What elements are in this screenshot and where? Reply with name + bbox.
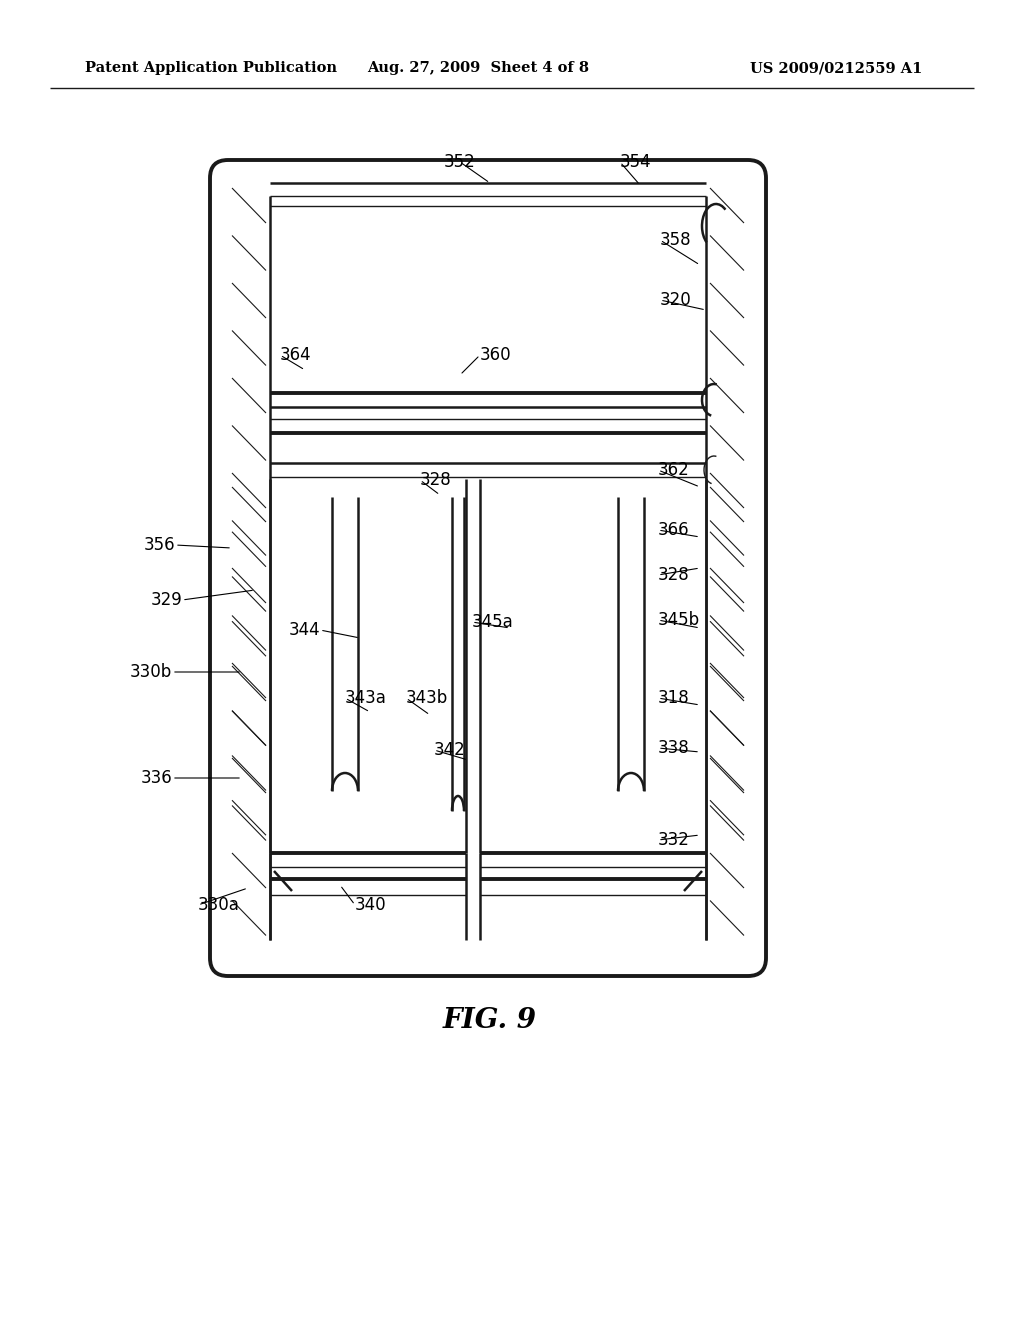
Text: 342: 342	[434, 741, 466, 759]
Text: US 2009/0212559 A1: US 2009/0212559 A1	[750, 61, 923, 75]
Text: 320: 320	[660, 290, 692, 309]
Text: 344: 344	[289, 620, 319, 639]
Text: 328: 328	[658, 566, 690, 583]
Text: 354: 354	[620, 153, 651, 172]
Text: 328: 328	[420, 471, 452, 488]
Text: 345b: 345b	[658, 611, 700, 630]
Text: 329: 329	[151, 591, 182, 609]
Text: Aug. 27, 2009  Sheet 4 of 8: Aug. 27, 2009 Sheet 4 of 8	[367, 61, 589, 75]
Text: 364: 364	[280, 346, 311, 364]
Text: 332: 332	[658, 832, 690, 849]
Text: 318: 318	[658, 689, 690, 708]
Text: 330b: 330b	[130, 663, 172, 681]
Text: 362: 362	[658, 461, 690, 479]
Text: 360: 360	[480, 346, 512, 364]
Text: Patent Application Publication: Patent Application Publication	[85, 61, 337, 75]
Text: 338: 338	[658, 739, 690, 756]
Text: 330a: 330a	[198, 896, 240, 913]
Text: 345a: 345a	[472, 612, 514, 631]
Text: 343a: 343a	[345, 689, 387, 708]
Text: FIG. 9: FIG. 9	[443, 1006, 537, 1034]
Text: 343b: 343b	[406, 689, 449, 708]
Text: 358: 358	[660, 231, 691, 249]
Text: 336: 336	[140, 770, 172, 787]
Text: 340: 340	[355, 896, 387, 913]
Text: 366: 366	[658, 521, 689, 539]
Text: 356: 356	[143, 536, 175, 554]
Text: 352: 352	[444, 153, 476, 172]
